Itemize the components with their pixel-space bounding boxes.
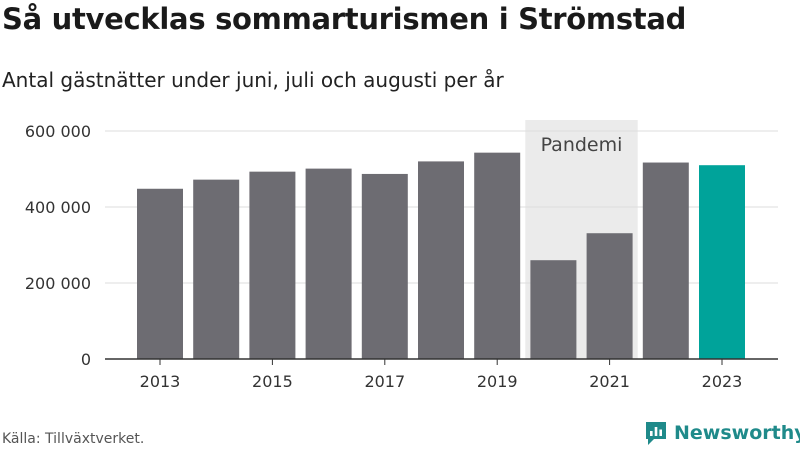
x-tick-label: 2013 — [140, 372, 181, 391]
bar — [305, 168, 352, 359]
bar — [193, 179, 240, 359]
x-tick-label: 2017 — [364, 372, 405, 391]
x-tick-label: 2019 — [477, 372, 518, 391]
bar — [137, 188, 183, 359]
bar — [586, 233, 633, 359]
bar — [530, 260, 577, 359]
bar — [699, 165, 745, 359]
source-note: Källa: Tillväxtverket. — [2, 431, 145, 447]
y-tick-label: 600 000 — [25, 122, 91, 141]
chart-title: Så utvecklas sommarturismen i Strömstad — [2, 2, 687, 36]
pandemic-band-label: Pandemi — [541, 134, 623, 156]
bar — [361, 173, 408, 359]
bar — [418, 161, 464, 359]
x-tick-label: 2015 — [252, 372, 293, 391]
brand-logo: Newsworthy — [644, 420, 800, 446]
bar — [474, 152, 521, 359]
x-tick-label: 2021 — [589, 372, 630, 391]
y-tick-label: 0 — [81, 350, 91, 369]
newsworthy-logo-icon — [646, 422, 666, 445]
brand-name: Newsworthy — [674, 422, 800, 444]
x-tick-label: 2023 — [702, 372, 743, 391]
chart-subtitle: Antal gästnätter under juni, juli och au… — [2, 68, 504, 92]
bar — [642, 162, 689, 359]
y-tick-label: 400 000 — [25, 198, 91, 217]
y-tick-label: 200 000 — [25, 274, 91, 293]
bar — [249, 171, 296, 359]
